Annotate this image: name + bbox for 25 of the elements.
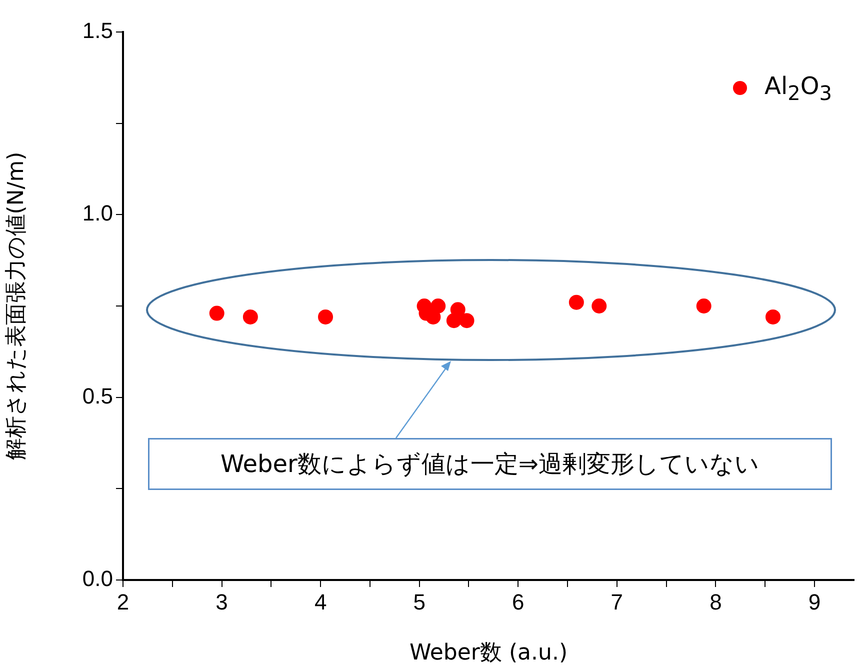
- x-tick-label: 8: [710, 589, 722, 614]
- point: [765, 309, 780, 324]
- x-tick-label: 3: [216, 589, 228, 614]
- x-tick-label: 5: [413, 589, 426, 614]
- point: [450, 302, 466, 318]
- point: [696, 298, 712, 314]
- point: [318, 309, 334, 324]
- x-tick-label: 7: [610, 589, 624, 614]
- y-tick-label: 1.5: [82, 18, 113, 44]
- y-tick-label: 0.5: [82, 383, 113, 408]
- x-tick-label: 6: [512, 589, 524, 614]
- point: [242, 309, 258, 324]
- legend-label: Al$_{2}$O$_{3}$: [764, 72, 832, 105]
- x-tick-label: 9: [808, 589, 821, 614]
- point: [430, 298, 446, 314]
- y-tick-label: 1.0: [82, 200, 113, 226]
- x-axis-title: Weber数 (a.u.): [409, 640, 568, 666]
- x-tick-label: 2: [116, 589, 130, 614]
- point: [459, 313, 474, 328]
- y-tick-label: 0.0: [82, 566, 113, 592]
- y-axis-title: 解析された表面張力の値(N/m): [4, 152, 29, 460]
- point: [209, 306, 224, 321]
- x-tick-label: 4: [314, 589, 327, 614]
- point: [568, 294, 584, 310]
- point: [592, 298, 607, 314]
